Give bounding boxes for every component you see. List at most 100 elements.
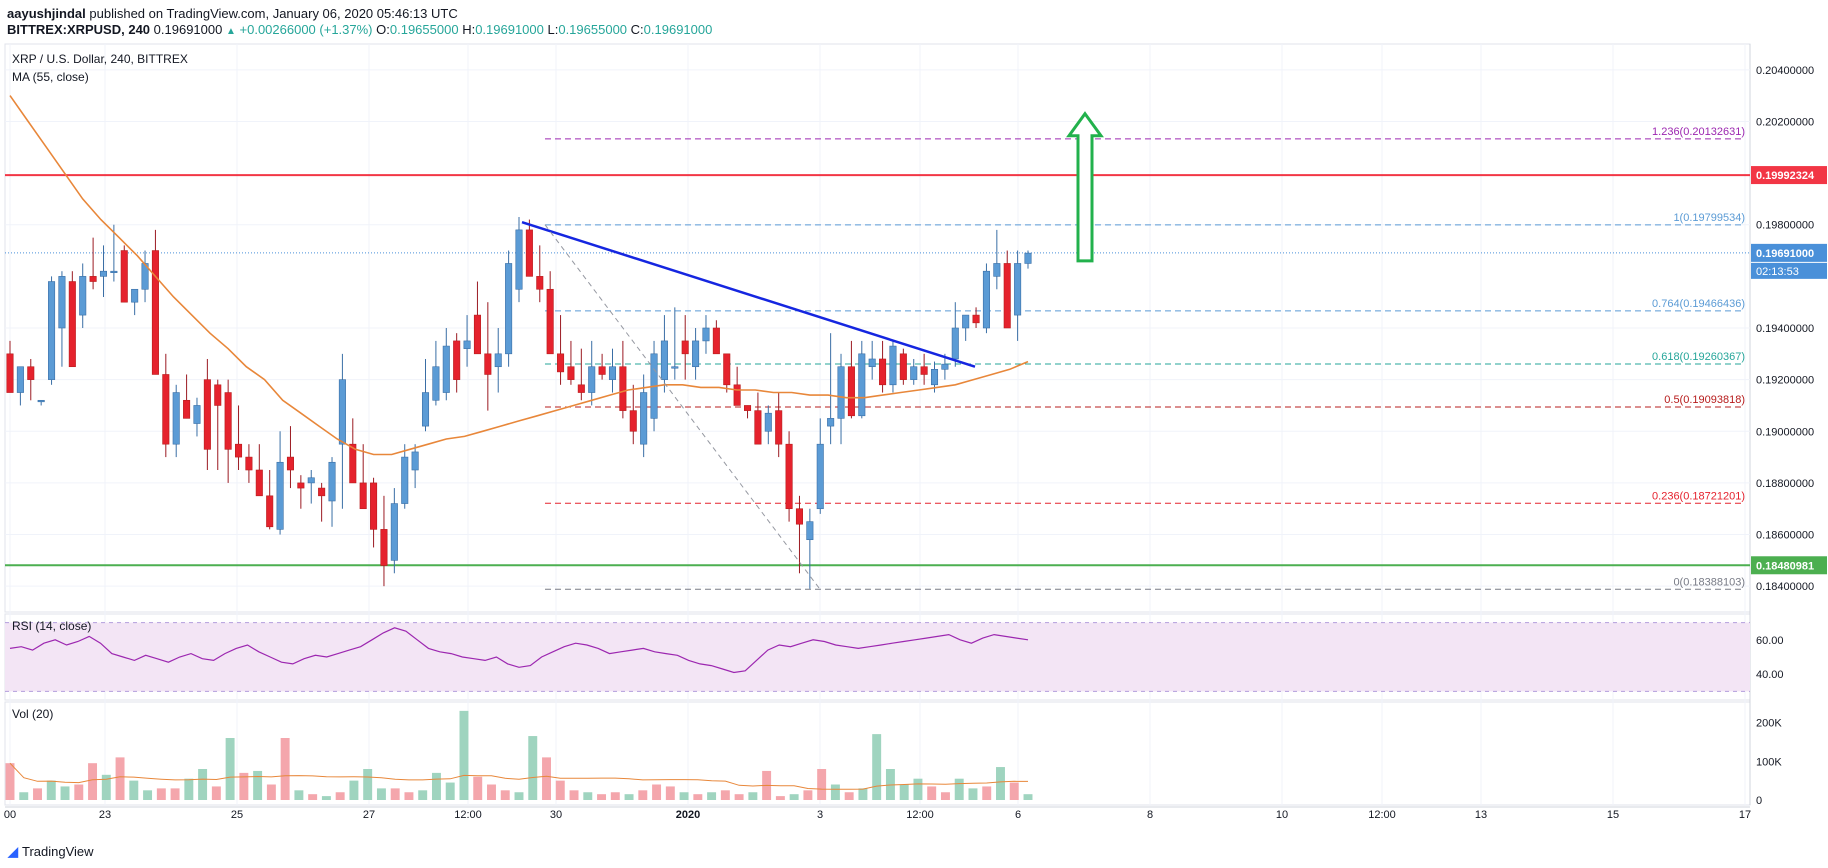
volume-tick-label: 200K [1756, 718, 1782, 730]
volume-bar [638, 790, 648, 800]
candle-body [982, 270, 990, 329]
volume-bar [830, 784, 840, 800]
candle-body [951, 327, 959, 360]
volume-bar [239, 772, 249, 800]
volume-bar [542, 757, 551, 800]
countdown-label: 02:13:53 [1756, 266, 1799, 278]
price-tag-label: 0.19691000 [1756, 248, 1814, 260]
volume-bar [734, 794, 744, 800]
volume-bar [720, 790, 730, 800]
candle-body [421, 392, 430, 427]
y-tick-label: 0.20200000 [1756, 116, 1814, 128]
candle-body [858, 353, 866, 417]
candle-body [930, 369, 939, 386]
volume-bar [707, 792, 717, 800]
candle-body [151, 250, 159, 375]
candle-body [131, 288, 139, 303]
x-tick-label: 12:00 [1368, 809, 1396, 821]
price-tag-label: 0.18480981 [1756, 560, 1814, 572]
y-tick-label: 0.19200000 [1756, 375, 1814, 387]
x-tick-label: 15 [1607, 809, 1619, 821]
candle-body [546, 288, 554, 355]
volume-bar [817, 769, 827, 800]
rsi-band [5, 622, 1750, 692]
volume-bar [597, 794, 607, 800]
candle-body [276, 461, 284, 530]
volume-bar [101, 774, 111, 800]
volume-bar [803, 790, 813, 800]
candle-body [660, 340, 668, 380]
close-label: C: [630, 22, 644, 37]
volume-bar [555, 780, 565, 800]
candle-body [702, 327, 710, 342]
tradingview-logo[interactable]: ◢ TradingView [8, 844, 94, 860]
candle-body [1014, 263, 1022, 316]
volume-bar [156, 788, 166, 800]
x-tick-label: 10 [1276, 809, 1288, 821]
candle-body [567, 366, 575, 380]
price-tag [1751, 556, 1827, 575]
volume-bar [74, 784, 84, 800]
volume-bar [514, 792, 524, 800]
candle-body [598, 366, 606, 375]
candle-body [723, 353, 731, 386]
candle-body [172, 392, 180, 445]
candle-body [920, 366, 928, 375]
candle-body [473, 314, 481, 355]
volume-bar [610, 792, 620, 800]
candle-body [224, 392, 232, 450]
footer: ◢ TradingView [0, 838, 1828, 868]
volume-bar [858, 788, 868, 800]
candle-body [411, 451, 419, 471]
candle-body [712, 327, 720, 355]
publish-info: aayushjindal published on TradingView.co… [7, 6, 458, 21]
x-tick-label: 12:00 [454, 809, 482, 821]
fib-level-label: 0.5(0.19093818) [1664, 394, 1745, 406]
brand-text: TradingView [22, 844, 94, 859]
volume-bar [459, 710, 469, 800]
y-tick-label: 0.19400000 [1756, 323, 1814, 335]
candle-body [827, 418, 835, 427]
candle-body [318, 487, 326, 497]
volume-bar [665, 786, 675, 800]
ohlc-row: BITTREX:XRPUSD, 240 0.19691000 ▲ +0.0026… [7, 22, 712, 37]
open-label: O: [376, 22, 390, 37]
candle-body [847, 366, 855, 417]
volume-bar [1023, 794, 1033, 800]
fib-level-label: 0.618(0.19260367) [1652, 351, 1745, 363]
volume-bar [363, 769, 373, 800]
candle-body [27, 366, 35, 380]
candle-body [380, 529, 388, 566]
fib-level-label: 0.236(0.18721201) [1652, 490, 1745, 502]
fib-swing-line [544, 224, 821, 590]
x-tick-label: 3 [817, 809, 823, 821]
volume-bar [280, 738, 290, 800]
volume-bar [321, 796, 331, 800]
candle-body [640, 392, 648, 445]
x-tick-label: 13 [1475, 809, 1487, 821]
symbol-label: BITTREX:XRPUSD, 240 [7, 22, 151, 37]
published-text: published on TradingView.com, January 06… [89, 6, 458, 21]
close-value: 0.19691000 [643, 22, 713, 37]
volume-bar [583, 792, 593, 800]
rsi-tick-label: 40.00 [1756, 669, 1784, 681]
volume-bar [418, 790, 428, 800]
candle-body [16, 366, 24, 393]
volume-bar [33, 788, 42, 800]
author-name[interactable]: aayushjindal [7, 6, 86, 21]
price-tag-label: 0.19992324 [1756, 170, 1815, 182]
candle-body [681, 340, 689, 355]
up-triangle-icon: ▲ [225, 26, 236, 37]
fib-level-label: 1.236(0.20132631) [1652, 126, 1745, 138]
candle-body [910, 366, 918, 380]
high-label: H: [462, 22, 476, 37]
candle-body [48, 281, 56, 380]
candle-body [1003, 263, 1011, 329]
y-tick-label: 0.18800000 [1756, 478, 1814, 490]
volume-bar [115, 757, 125, 800]
candle-body [619, 366, 627, 411]
rsi-legend: RSI (14, close) [12, 619, 91, 633]
volume-bar [473, 776, 483, 800]
x-tick-label: 12:00 [906, 809, 934, 821]
